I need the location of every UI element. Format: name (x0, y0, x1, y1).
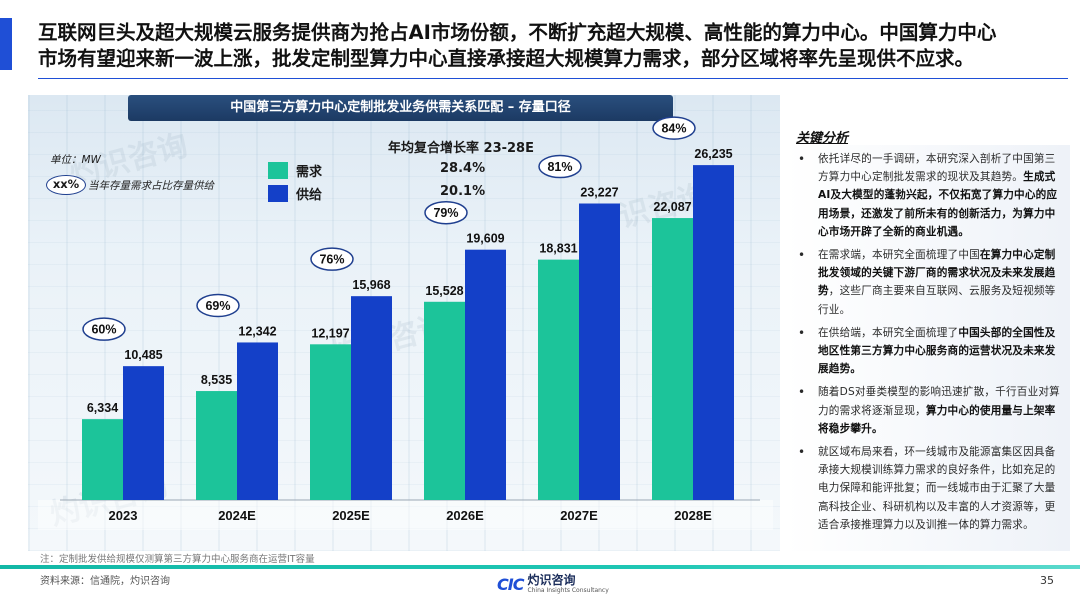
analysis-item-4: • 随着DS对垂类模型的影响迅速扩散，千行百业对算力的需求将逐渐显现，算力中心的使… (794, 383, 1066, 438)
headline-line-1: 互联网巨头及超大规模云服务提供商为抢占AI市场份额，不断扩充超大规模、高性能的算… (38, 21, 997, 44)
label-supply-2023: 10,485 (124, 348, 162, 362)
header-divider (38, 78, 1068, 79)
analysis-text: 随着DS对垂类模型的影响迅速扩散，千行百业对算力的需求将逐渐显现， (818, 386, 1060, 417)
label-demand-2023: 6,334 (87, 401, 118, 415)
analysis-panel (786, 145, 1070, 551)
unit-label: 单位：MW (50, 154, 101, 166)
label-supply-2027E: 23,227 (580, 186, 618, 200)
analysis-bold: 生成式AI及大模型的蓬勃兴起，不仅拓宽了算力中心的应用场景，还激发了前所未有的创… (818, 171, 1058, 238)
ratio-label-2024E: 69% (205, 299, 230, 313)
label-demand-2027E: 18,831 (539, 242, 577, 256)
title-accent-bar (0, 18, 12, 70)
page-number: 35 (1040, 574, 1054, 587)
bar-demand-2028E (652, 218, 693, 500)
legend-demand: 需求 (268, 161, 322, 180)
ratio-oval-2028E (652, 116, 696, 140)
page-headline: 互联网巨头及超大规模云服务提供商为抢占AI市场份额，不断扩充超大规模、高性能的算… (38, 20, 1068, 72)
label-demand-2026E: 15,528 (425, 284, 463, 298)
bullet-icon: • (798, 385, 806, 400)
bar-demand-2023 (82, 419, 123, 500)
bar-supply-2027E (579, 203, 620, 501)
bullet-icon: • (798, 152, 806, 166)
x-tick-2027E: 2027E (560, 508, 598, 523)
ratio-label-2026E: 79% (433, 206, 458, 220)
label-supply-2024E: 12,342 (238, 324, 276, 338)
ratio-oval-2023 (82, 317, 126, 341)
label-supply-2025E: 15,968 (352, 278, 390, 292)
x-tick-2024E: 2024E (218, 508, 256, 523)
bar-demand-2025E (310, 344, 351, 500)
x-tick-2026E: 2026E (446, 508, 484, 523)
ratio-oval-2027E (538, 154, 582, 179)
x-tick-2028E: 2028E (674, 508, 712, 523)
cic-logo: CIC 灼识咨询 China Insights Consultancy (497, 574, 609, 595)
bar-supply-2026E (465, 249, 506, 500)
ratio-label-2023: 60% (91, 323, 116, 337)
ratio-legend-oval: xx% (46, 175, 86, 195)
analysis-text: 就区域布局来看，环一线城市及能源富集区因具备承接大规模训练算力需求的良好条件，比… (818, 446, 1056, 531)
ratio-label-2028E: 84% (661, 122, 686, 136)
bullet-icon: • (798, 325, 806, 340)
bullet-icon: • (798, 445, 806, 460)
x-tick-2023: 2023 (109, 508, 138, 523)
label-supply-2028E: 26,235 (694, 147, 732, 161)
cagr-title: 年均复合增长率 23-28E (388, 141, 534, 156)
analysis-bold: 在算力中心定制批发领域的关键下游厂商的需求状况及未来发展趋势 (818, 249, 1056, 298)
label-demand-2028E: 22,087 (653, 200, 691, 214)
analysis-tail: ，这些厂商主要来自互联网、云服务及短视频等行业。 (818, 285, 1056, 316)
analysis-list: • 依托详尽的一手调研，本研究深入剖析了中国第三方算力中心定制批发需求的现状及其趋… (794, 150, 1066, 539)
bar-supply-2024E (237, 342, 278, 500)
ratio-label-2025E: 76% (319, 253, 344, 267)
source-label: 资料来源：信通院，灼识咨询 (40, 576, 170, 587)
label-supply-2026E: 19,609 (466, 232, 504, 246)
legend-label-supply: 供给 (296, 188, 323, 203)
cagr-demand: 28.4% (440, 161, 486, 176)
footer-divider (0, 565, 1080, 569)
bar-demand-2027E (538, 259, 579, 500)
chart-title: 中国第三方算力中心定制批发业务供需关系匹配 – 存量口径 (128, 95, 673, 121)
logo-en: China Insights Consultancy (527, 587, 609, 594)
analysis-text: 在供给端，本研究全面梳理了 (818, 326, 959, 339)
logo-mark: CIC (497, 575, 524, 594)
analysis-item-5: • 就区域布局来看，环一线城市及能源富集区因具备承接大规模训练算力需求的良好条件，… (794, 443, 1066, 534)
bar-supply-2028E (693, 165, 734, 500)
analysis-item-2: • 在需求端，本研究全面梳理了中国在算力中心定制批发领域的关键下游厂商的需求状况及… (794, 246, 1066, 319)
bar-supply-2023 (123, 366, 164, 500)
legend-supply: 供给 (268, 184, 322, 203)
ratio-legend-text: 当年存量需求占比存量供给 (88, 180, 214, 192)
analysis-item-1: • 依托详尽的一手调研，本研究深入剖析了中国第三方算力中心定制批发需求的现状及其趋… (794, 150, 1066, 241)
analysis-bold: 算力中心的使用量与上架率将稳步攀升。 (818, 404, 1056, 435)
x-tick-2025E: 2025E (332, 508, 370, 523)
label-demand-2024E: 8,535 (201, 373, 232, 387)
legend-label-demand: 需求 (296, 165, 323, 180)
legend-swatch-demand (268, 162, 288, 179)
logo-cn: 灼识咨询 (527, 573, 576, 587)
cagr-supply: 20.1% (440, 184, 486, 199)
analysis-title: 关键分析 (796, 131, 849, 146)
logo-text: 灼识咨询 China Insights Consultancy (527, 574, 608, 595)
bar-demand-2024E (196, 391, 237, 500)
analysis-text: 依托详尽的一手调研，本研究深入剖析了中国第三方算力中心定制批发需求的现状及其趋势… (818, 153, 1056, 184)
ratio-oval-2025E (310, 247, 354, 271)
ratio-oval-2024E (196, 293, 240, 318)
label-demand-2025E: 12,197 (311, 326, 349, 340)
bullet-icon: • (798, 248, 806, 263)
analysis-bold: 中国头部的全国性及地区性第三方算力中心服务商的运营状况及未来发展趋势。 (818, 326, 1056, 376)
analysis-text: 在需求端，本研究全面梳理了中国 (818, 249, 980, 262)
ratio-label-2027E: 81% (547, 160, 572, 174)
footnote: 注：定制批发供给规模仅测算第三方算力中心服务商在运营IT容量 (40, 554, 315, 565)
analysis-item-3: • 在供给端，本研究全面梳理了中国头部的全国性及地区性第三方算力中心服务商的运营状… (794, 324, 1066, 379)
bar-demand-2026E (424, 301, 465, 500)
headline-line-2: 市场有望迎来新一波上涨，批发定制型算力中心直接承接超大规模算力需求，部分区域将率… (38, 47, 975, 70)
ratio-oval-2026E (424, 200, 468, 225)
legend-swatch-supply (268, 185, 288, 202)
bar-supply-2025E (351, 296, 392, 500)
x-axis-band (38, 500, 773, 530)
